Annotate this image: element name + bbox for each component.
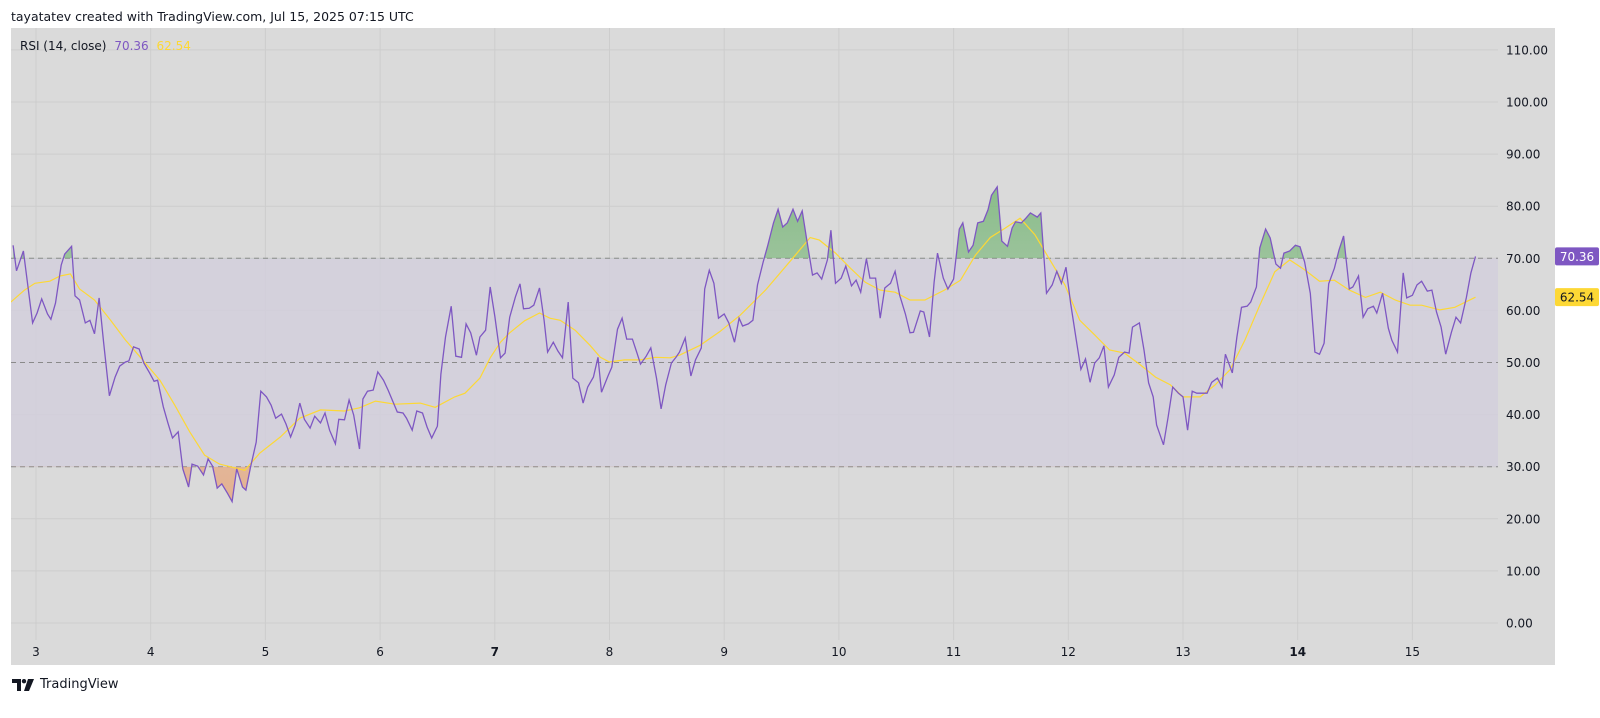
x-tick-label: 12 (1061, 645, 1076, 659)
x-tick-label: 14 (1289, 645, 1306, 659)
x-tick-label: 6 (376, 645, 384, 659)
indicator-name: RSI (14, close) (20, 39, 107, 53)
rsi-value: 70.36 (114, 39, 149, 53)
x-tick-label: 4 (147, 645, 155, 659)
y-tick-label: 20.00 (1506, 512, 1540, 526)
last-value-label-rsi: 70.36 (1555, 247, 1599, 266)
attribution-text: tayatatev created with TradingView.com, … (11, 9, 414, 24)
y-tick-label: 110.00 (1506, 43, 1548, 57)
footer-brand: TradingView (12, 677, 119, 692)
indicator-legend[interactable]: RSI (14, close) 70.36 62.54 (20, 39, 195, 53)
last-value-labels: 70.36 62.54 (1555, 247, 1599, 307)
x-tick-label: 11 (946, 645, 961, 659)
x-tick-label: 5 (262, 645, 270, 659)
x-tick-label: 3 (32, 645, 40, 659)
brand-name: TradingView (40, 677, 119, 692)
y-axis: 110.00 100.00 90.00 80.00 70.00 60.00 50.00 40.… (1506, 43, 1548, 630)
rsi-line (12, 185, 1477, 504)
last-value-text: 62.54 (1560, 291, 1594, 305)
x-tick-label: 8 (606, 645, 614, 659)
y-tick-label: 30.00 (1506, 460, 1540, 474)
x-axis: 3 4 5 6 7 8 9 10 11 12 13 14 15 (32, 645, 1420, 659)
x-tick-label: 10 (831, 645, 846, 659)
y-tick-label: 60.00 (1506, 304, 1540, 318)
x-tick-label: 9 (720, 645, 728, 659)
x-tick-label: 7 (491, 645, 499, 659)
x-tick-label: 15 (1405, 645, 1420, 659)
y-tick-label: 50.00 (1506, 356, 1540, 370)
x-tick-label: 13 (1175, 645, 1190, 659)
y-tick-label: 90.00 (1506, 148, 1540, 162)
y-tick-label: 80.00 (1506, 200, 1540, 214)
rsi-ma-line (11, 217, 1476, 471)
ma-value: 62.54 (156, 39, 191, 53)
y-tick-label: 70.00 (1506, 252, 1540, 266)
tradingview-logo-icon (12, 678, 34, 691)
last-value-label-ma: 62.54 (1555, 288, 1599, 307)
y-tick-label: 10.00 (1506, 564, 1540, 578)
y-tick-label: 40.00 (1506, 408, 1540, 422)
y-tick-label: 0.00 (1506, 617, 1533, 631)
y-tick-label: 100.00 (1506, 96, 1548, 110)
last-value-text: 70.36 (1560, 250, 1594, 264)
